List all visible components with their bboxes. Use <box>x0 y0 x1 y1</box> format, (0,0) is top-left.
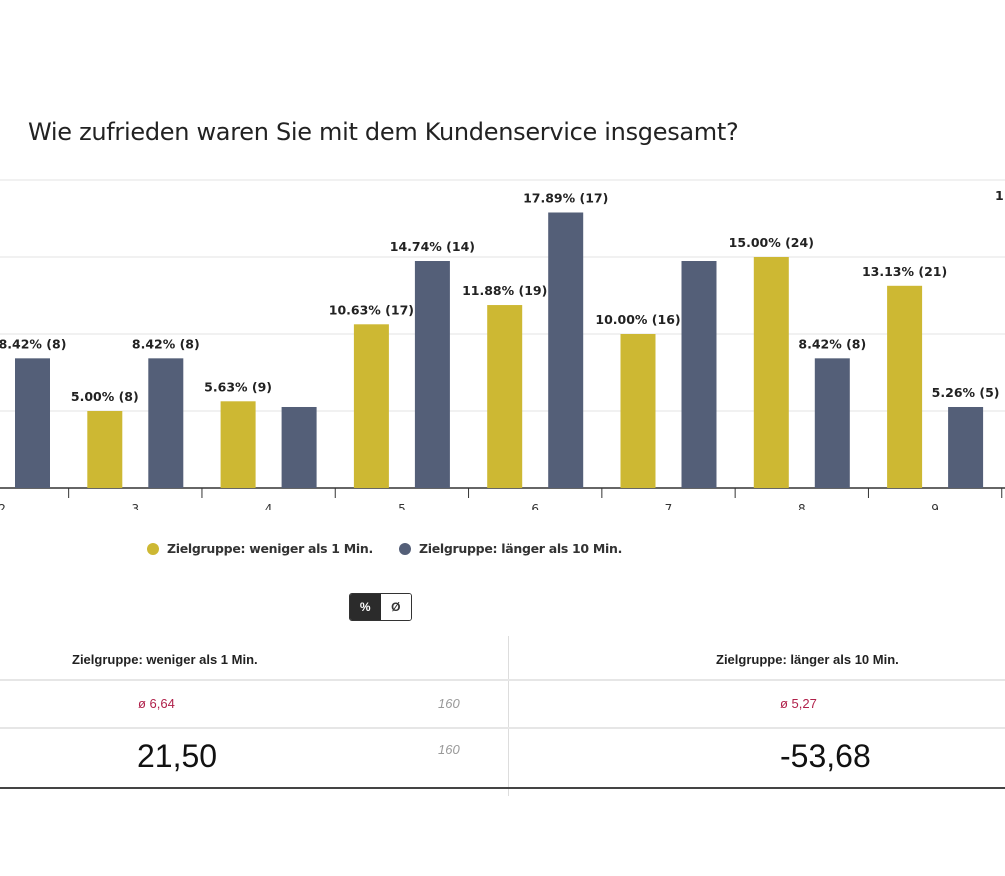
data-label-partial: 1 <box>995 188 1004 203</box>
chart-title: Wie zufrieden waren Sie mit dem Kundense… <box>28 118 739 146</box>
x-tick-label: 7 <box>665 502 673 510</box>
x-tick-label: 6 <box>531 502 539 510</box>
count-short-wait: 160 <box>438 696 460 711</box>
bar <box>753 257 789 488</box>
legend-label: Zielgruppe: länger als 10 Min. <box>419 541 623 556</box>
data-label: 10.00% (16) <box>595 312 680 327</box>
data-label: 8.42% (8) <box>798 336 866 351</box>
table-bottom-border <box>0 787 1005 789</box>
table-header-long-wait: Zielgruppe: länger als 10 Min. <box>716 652 899 667</box>
bar <box>814 358 850 488</box>
bar <box>548 212 584 488</box>
bar <box>148 358 184 488</box>
x-tick-label: 2 <box>0 502 6 510</box>
data-label: 14.74% (14) <box>390 239 475 254</box>
table-header-short-wait: Zielgruppe: weniger als 1 Min. <box>72 652 258 667</box>
toggle-percent-button[interactable]: % <box>350 594 381 620</box>
table-row-divider <box>0 679 1005 681</box>
data-label: 13.13% (21) <box>862 264 947 279</box>
data-label: 5.63% (9) <box>204 379 272 394</box>
view-toggle: % Ø <box>349 593 412 621</box>
bar <box>487 305 523 488</box>
data-label: 10.63% (17) <box>329 302 414 317</box>
data-label: 11.88% (19) <box>462 283 547 298</box>
average-long-wait: ø 5,27 <box>780 696 817 711</box>
toggle-average-button[interactable]: Ø <box>380 594 411 620</box>
table-row-divider <box>0 727 1005 729</box>
legend-item-short-wait[interactable]: Zielgruppe: weniger als 1 Min. <box>147 541 373 556</box>
bar <box>681 261 717 488</box>
data-label: 8.42% (8) <box>0 336 66 351</box>
data-label: 5.00% (8) <box>71 389 139 404</box>
legend-dot-icon <box>147 542 159 555</box>
legend-item-long-wait[interactable]: Zielgruppe: länger als 10 Min. <box>399 541 622 556</box>
legend-label: Zielgruppe: weniger als 1 Min. <box>167 541 373 556</box>
bar <box>281 406 317 488</box>
bar <box>353 324 389 488</box>
score-long-wait: -53,68 <box>780 738 871 774</box>
x-tick-label: 9 <box>931 502 939 510</box>
bar <box>620 334 656 488</box>
bar <box>887 285 923 488</box>
x-tick-label: 5 <box>398 502 406 510</box>
bar <box>220 401 256 488</box>
legend-dot-icon <box>399 542 411 555</box>
bar <box>414 261 450 488</box>
bar <box>948 406 984 488</box>
bar <box>87 411 123 488</box>
x-tick-label: 8 <box>798 502 806 510</box>
x-tick-label: 3 <box>131 502 139 510</box>
count-short-wait-score: 160 <box>438 742 460 757</box>
score-short-wait: 21,50 <box>137 738 218 774</box>
data-label: ) <box>0 397 1 412</box>
x-tick-label: 4 <box>265 502 273 510</box>
data-label: 17.89% (17) <box>523 190 608 205</box>
table-divider <box>508 636 509 796</box>
average-short-wait: ø 6,64 <box>138 696 175 711</box>
data-label: 8.42% (8) <box>132 336 200 351</box>
data-label: 5.26% (5) <box>932 385 1000 400</box>
data-label: 15.00% (24) <box>729 235 814 250</box>
bar <box>15 358 50 488</box>
